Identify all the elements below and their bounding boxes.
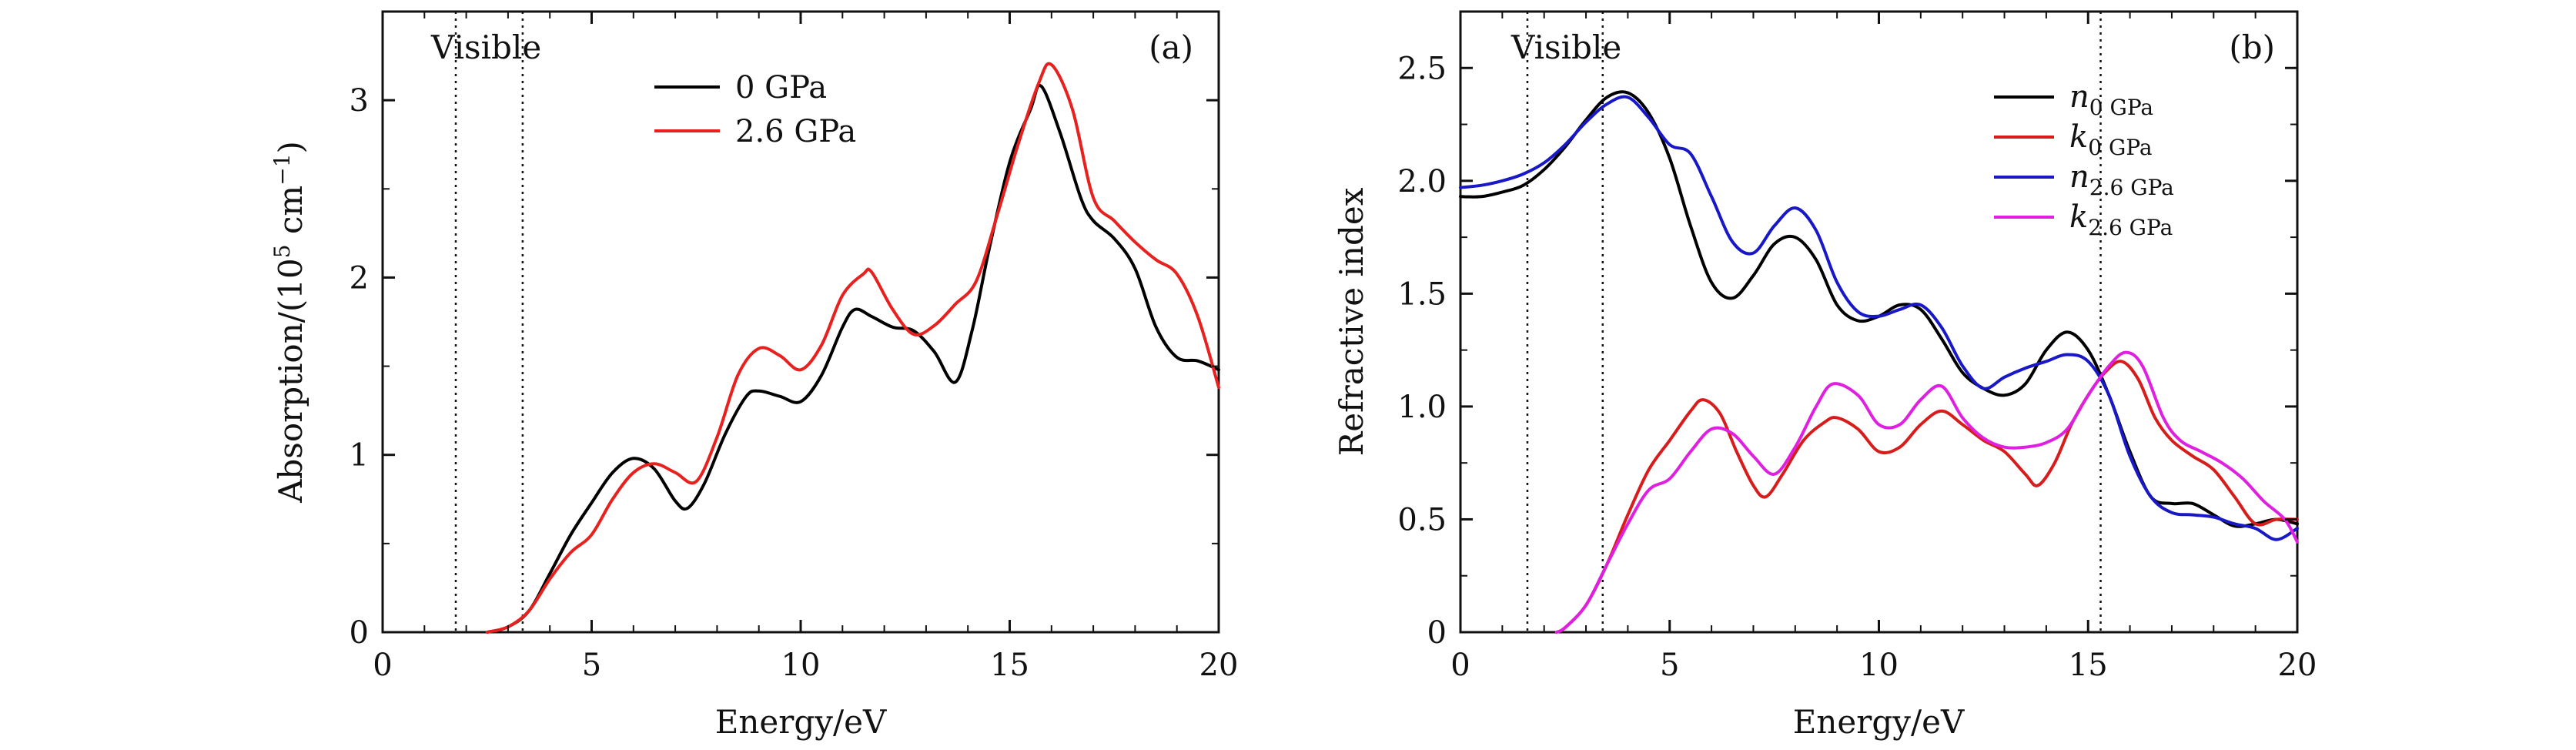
x-tick-label: 0 (1450, 648, 1470, 683)
x-tick-label: 5 (582, 648, 601, 683)
panel-b-ticks: 0 5 10 15 20 0 0.5 1.0 1.5 2.0 2.5 (1397, 12, 2317, 683)
legend-label-2-6gpa: 2.6 GPa (735, 114, 856, 149)
legend-label: k2.6 GPa (2069, 199, 2173, 240)
x-tick-label: 20 (2278, 648, 2317, 683)
panel-b-frame (1459, 10, 2299, 634)
x-tick-label: 0 (373, 648, 392, 683)
panel-b-refractive-index-chart: 0 5 10 15 20 0 0.5 1.0 1.5 2.0 2.5 Visible (b) Ene… (1333, 10, 2317, 741)
panel-a-x-axis-title: Energy/eV (715, 703, 887, 741)
series-line-n-2-6-gpa (1459, 95, 2299, 541)
y-tick-label: 0 (1427, 615, 1447, 651)
legend-label-0gpa: 0 GPa (735, 70, 827, 105)
x-tick-label: 15 (990, 648, 1029, 683)
y-tick-label: 1 (350, 438, 369, 474)
panel-b-label: (b) (2229, 28, 2275, 66)
y-tick-label: 2.5 (1397, 51, 1447, 86)
y-tick-label: 0.5 (1397, 502, 1447, 537)
x-tick-label: 10 (781, 648, 821, 683)
panel-b-x-axis-title: Energy/eV (1793, 703, 1965, 741)
panel-b-reference-lines (1526, 12, 2102, 632)
panel-a-y-axis-title: Absorption/(105 cm−1) (269, 141, 309, 504)
panel-b-y-axis-title: Refractive index (1333, 187, 1370, 456)
panel-a-ticks: 0 5 10 15 20 0 1 2 3 (350, 12, 1239, 683)
legend-label: k0 GPa (2069, 119, 2153, 160)
y-tick-label: 2.0 (1397, 164, 1447, 199)
panel-a-visible-annotation: Visible (430, 28, 541, 66)
series-line-n-0-gpa (1459, 90, 2299, 528)
x-tick-label: 5 (1660, 648, 1679, 683)
series-line-2-6-gpa (485, 62, 1220, 634)
x-tick-label: 10 (1859, 648, 1899, 683)
y-tick-label: 2 (350, 260, 369, 296)
legend-label: n2.6 GPa (2069, 159, 2174, 200)
y-tick-label: 0 (350, 615, 369, 651)
series-line-k-2-6-gpa (1555, 350, 2299, 634)
y-tick-label: 3 (350, 83, 369, 119)
x-tick-label: 20 (1199, 648, 1239, 683)
panel-a-visible-range-lines (454, 12, 524, 632)
panel-b-curves (1459, 90, 2299, 634)
panel-a-absorption-chart: 0 5 10 15 20 0 1 2 3 Visible (a) Energy/eV Absor… (269, 10, 1239, 741)
y-tick-label: 1.0 (1397, 390, 1447, 425)
y-tick-label: 1.5 (1397, 276, 1447, 312)
panel-a-curves (485, 62, 1220, 634)
panel-a-label: (a) (1149, 28, 1193, 66)
series-line-k-0-gpa (1555, 360, 2299, 634)
panel-b-visible-annotation: Visible (1510, 28, 1621, 66)
panel-a-legend: 0 GPa 2.6 GPa (654, 70, 856, 149)
legend-label: n0 GPa (2069, 79, 2153, 120)
series-line-0-gpa (485, 83, 1220, 634)
x-tick-label: 15 (2069, 648, 2108, 683)
